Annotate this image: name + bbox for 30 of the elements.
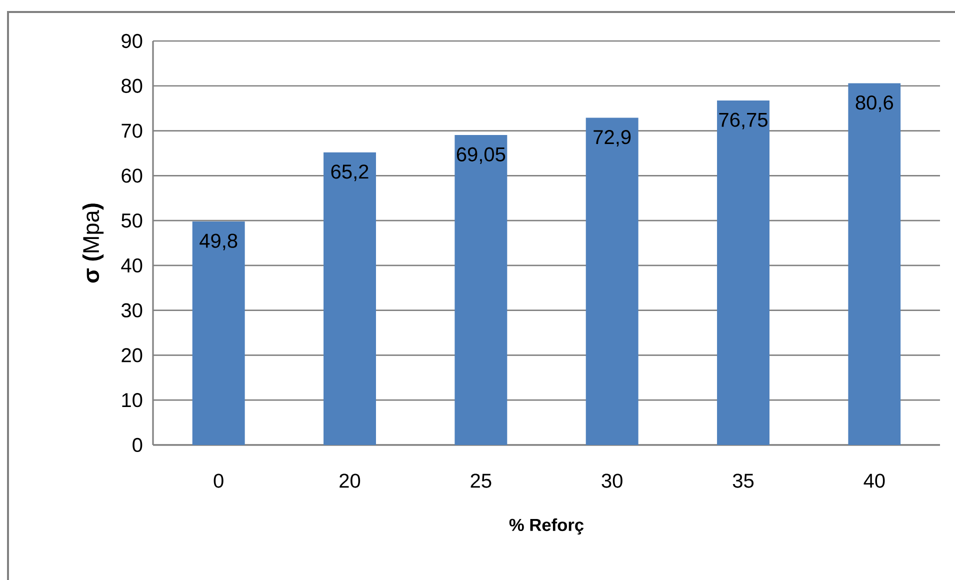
data-label: 80,6 — [856, 95, 894, 112]
y-tick-label: 60 — [122, 168, 142, 183]
x-tick-label: 35 — [732, 474, 754, 488]
bar — [454, 135, 508, 445]
y-tick-label: 10 — [122, 393, 142, 408]
bar — [324, 152, 376, 445]
y-axis-title: σ (Mpa) — [82, 204, 104, 283]
bar — [192, 221, 245, 445]
x-tick-label: 25 — [470, 474, 492, 488]
x-tick-label: 0 — [214, 474, 224, 488]
x-tick-label: 20 — [340, 474, 360, 488]
y-tick-label: 20 — [122, 348, 142, 362]
bar — [717, 100, 770, 445]
bar — [586, 118, 638, 445]
y-tick-label: 30 — [121, 303, 142, 318]
y-tick-label: 90 — [122, 34, 142, 48]
data-label: 65,2 — [331, 164, 368, 182]
x-tick-label: 30 — [602, 474, 622, 488]
data-label: 69,05 — [456, 147, 506, 164]
x-axis-title: % Reforç — [509, 518, 584, 534]
y-tick-label: 80 — [122, 78, 142, 93]
data-label: 72,9 — [594, 130, 631, 147]
y-tick-label: 0 — [132, 438, 142, 452]
data-label: 49,8 — [200, 234, 238, 250]
y-tick-label: 50 — [122, 213, 142, 228]
bar — [848, 83, 901, 445]
y-tick-label: 70 — [122, 124, 142, 138]
x-tick-label: 40 — [864, 474, 885, 488]
data-label: 76,75 — [719, 112, 768, 130]
y-tick-label: 40 — [121, 258, 142, 273]
